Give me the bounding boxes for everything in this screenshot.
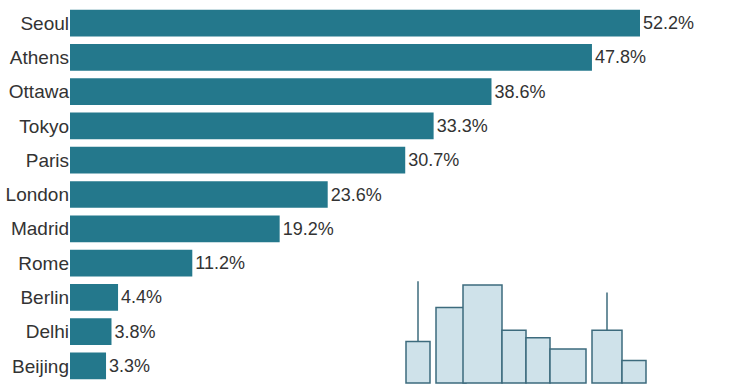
svg-text:30.7%: 30.7% (408, 150, 459, 170)
svg-text:Delhi: Delhi (26, 321, 69, 342)
svg-text:19.2%: 19.2% (283, 219, 334, 239)
svg-text:38.6%: 38.6% (494, 82, 545, 102)
svg-text:4.4%: 4.4% (121, 287, 162, 307)
svg-text:3.8%: 3.8% (114, 322, 155, 342)
svg-text:Seoul: Seoul (20, 13, 69, 34)
svg-text:Ottawa: Ottawa (9, 81, 70, 102)
svg-text:52.2%: 52.2% (643, 13, 694, 33)
svg-text:Madrid: Madrid (11, 218, 69, 239)
svg-text:Beijing: Beijing (12, 356, 69, 377)
svg-text:11.2%: 11.2% (195, 253, 245, 273)
svg-text:Tokyo: Tokyo (19, 116, 69, 137)
svg-text:London: London (6, 184, 69, 205)
svg-text:Rome: Rome (18, 253, 69, 274)
svg-text:Paris: Paris (26, 150, 69, 171)
svg-text:Athens: Athens (10, 47, 69, 68)
svg-text:23.6%: 23.6% (331, 185, 382, 205)
svg-text:47.8%: 47.8% (595, 47, 646, 67)
svg-text:Berlin: Berlin (20, 287, 69, 308)
svg-text:3.3%: 3.3% (109, 356, 150, 376)
svg-text:33.3%: 33.3% (437, 116, 488, 136)
